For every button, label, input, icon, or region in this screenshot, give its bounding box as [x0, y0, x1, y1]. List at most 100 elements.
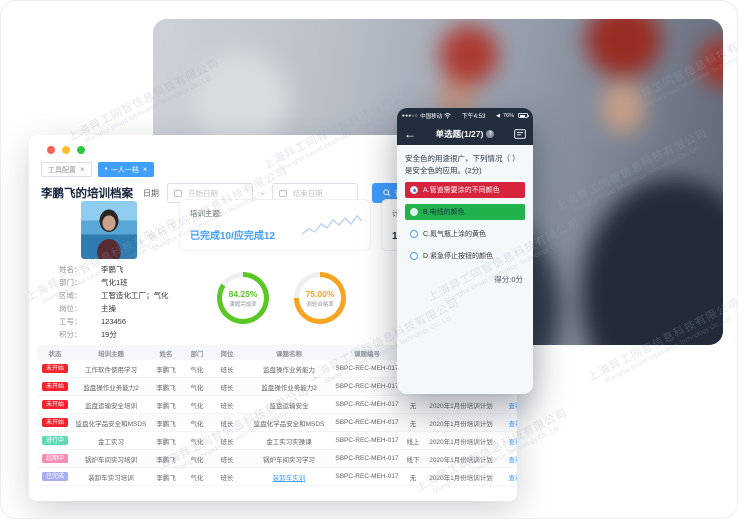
window-tab[interactable]: 工具配置 ×	[41, 162, 92, 177]
battery-percent: 76%	[502, 112, 514, 119]
status-badge: 未开始	[41, 400, 68, 409]
cell-name: 李鹏飞	[156, 402, 176, 410]
view-link[interactable]: 查看	[508, 402, 518, 410]
cell-mode: 线上	[406, 438, 420, 446]
back-arrow-icon[interactable]: ←	[404, 127, 416, 141]
cell-name: 李鹏飞	[156, 366, 176, 374]
profile-label: 积分：	[59, 330, 82, 339]
cell-status: 超期中	[37, 454, 73, 463]
option-text: A.管道需要涂的不同颜色	[423, 187, 500, 195]
donut-value: 75.00%	[305, 288, 335, 299]
cell-topic: 工作软件使用学习	[85, 366, 137, 374]
question-body: 安全色的用途很广，下列情况（ ）是安全色的应用。(2分) A.管道需要涂的不同颜…	[397, 145, 533, 285]
view-link[interactable]: 查看	[508, 456, 518, 464]
maximize-window-icon[interactable]	[77, 146, 85, 154]
column-header: 课题编号	[354, 350, 380, 358]
answer-option[interactable]: B.电线的颜色	[405, 204, 525, 221]
column-header: 部门	[190, 350, 204, 358]
radio-icon[interactable]	[410, 230, 418, 239]
cell-status: 未开始	[37, 418, 73, 427]
profile-label: 部门：	[59, 278, 82, 287]
table-row: 未开始 监盘运输安全培训 李鹏飞 气化 班长 监盘运输安全 SBPC-REC-MEH-017…	[37, 396, 517, 414]
cell-plan: 2020年1月份培训计划	[429, 474, 493, 482]
cell-code: SBPC-REC-MEH-017	[335, 473, 399, 480]
cell-mode: 线下	[406, 456, 420, 464]
answer-option[interactable]: C.氮气瓶上涂的黄色	[405, 226, 525, 242]
window-tab[interactable]: ● 一人一档 ×	[97, 162, 155, 177]
status-time: 下午4:53	[461, 114, 486, 120]
radio-selected-icon[interactable]	[410, 186, 418, 195]
option-text: D.紧急停止按钮的颜色	[423, 253, 493, 261]
cell-course: 监盘操作业务能力2	[261, 384, 317, 392]
cell-course: 监盘运输安全	[269, 402, 309, 410]
cell-mode: 无	[409, 402, 417, 410]
cell-code: SBPC-REC-MEH-017	[335, 365, 399, 372]
status-badge: 进行中	[41, 436, 68, 445]
end-date-field[interactable]	[290, 187, 351, 199]
tab-label: 工具配置	[48, 166, 76, 174]
tab-close-icon[interactable]: ×	[142, 164, 148, 174]
cell-post: 班长	[220, 456, 234, 464]
profile-details: 姓名： 李鹏飞 部门： 气化1班 区域： 工智造化工厂；气化 岗位： 主操 工号…	[59, 263, 169, 341]
battery-icon	[518, 113, 529, 118]
submit-paper-icon[interactable]	[514, 129, 526, 139]
profile-row: 岗位： 主操	[59, 302, 169, 315]
avatar-photo	[81, 201, 137, 259]
help-icon[interactable]: ?	[486, 130, 495, 138]
option-text: C.氮气瓶上涂的黄色	[423, 231, 486, 239]
calendar-icon	[278, 189, 287, 197]
answer-option[interactable]: A.管道需要涂的不同颜色	[405, 182, 525, 199]
options-list: A.管道需要涂的不同颜色 B.电线的颜色 C.氮气瓶上涂的黄色 D.紧急停止按钮的颜色	[405, 182, 525, 264]
cell-plan: 2020年1月份培训计划	[429, 438, 493, 446]
phone-status-bar: ●●●○○ 中国移动 下午4:53 ◀ 76%	[397, 108, 533, 123]
donut-label: 课题完成率	[229, 301, 257, 308]
cell-post: 班长	[220, 366, 234, 374]
start-date-field[interactable]	[186, 187, 246, 199]
status-badge: 未开始	[41, 418, 68, 427]
date-range-separator: -	[261, 188, 264, 198]
view-link[interactable]: 查看	[508, 438, 518, 446]
cell-post: 班长	[220, 402, 234, 410]
pass-rate-donut: 75.00% 测验合格率	[294, 272, 346, 324]
cell-name: 李鹏飞	[156, 384, 176, 392]
profile-row: 姓名： 李鹏飞	[59, 263, 169, 276]
completion-donut: 84.25% 课题完成率	[217, 272, 269, 324]
cell-dept: 气化	[190, 384, 204, 392]
profile-label: 区域：	[59, 291, 82, 300]
carrier-label: 中国移动	[420, 113, 443, 120]
question-text: 安全色的用途很广，下列情况（ ）是安全色的应用。(2分)	[405, 154, 520, 175]
profile-value: 123456	[101, 317, 127, 326]
minimize-window-icon[interactable]	[62, 146, 70, 154]
status-badge: 超期中	[41, 454, 68, 463]
status-badge: 已完成	[41, 472, 68, 481]
phone-nav-bar: ← 单选题(1/27) ?	[397, 123, 533, 145]
profile-label: 姓名：	[59, 265, 82, 274]
page-header: 李鹏飞的培训档案 日期 - 查询	[41, 183, 507, 203]
cell-course[interactable]: 装卸车实训	[272, 474, 306, 482]
radio-icon[interactable]	[410, 252, 418, 261]
table-row: 进行中 金工实习 李鹏飞 气化 班长 金工实习实操课 SBPC-REC-MEH-017 线上 2…	[37, 432, 517, 450]
view-link[interactable]: 查看	[508, 420, 518, 428]
cell-status: 未开始	[37, 382, 73, 391]
close-window-icon[interactable]	[47, 146, 55, 154]
donut-hole: 75.00% 测验合格率	[299, 277, 341, 319]
radio-icon[interactable]	[410, 208, 418, 217]
start-date-input[interactable]	[167, 183, 253, 203]
view-link[interactable]: 查看	[508, 474, 518, 482]
cell-dept: 气化	[190, 402, 204, 410]
profile-value: 工智造化工厂；气化	[101, 291, 169, 300]
table-row: 超期中 锅炉车间实习培训 李鹏飞 气化 班长 锅炉车间实习学习 SBPC-REC-MEH-0…	[37, 450, 517, 468]
column-header: 状态	[48, 350, 62, 358]
cell-course: 金工实习实操课	[266, 438, 312, 446]
tab-close-icon[interactable]: ×	[80, 164, 85, 174]
profile-label: 工号：	[59, 317, 82, 326]
cell-status: 已完成	[37, 472, 73, 481]
training-topic-label: 培训主题:	[190, 209, 223, 218]
answer-option[interactable]: D.紧急停止按钮的颜色	[405, 248, 525, 264]
cell-mode: 无	[409, 420, 417, 428]
profile-value: 气化1班	[101, 278, 128, 287]
cell-dept: 气化	[190, 366, 204, 374]
cell-plan: 2020年1月份培训计划	[429, 402, 493, 410]
tab-label: 一人一档	[110, 166, 139, 174]
